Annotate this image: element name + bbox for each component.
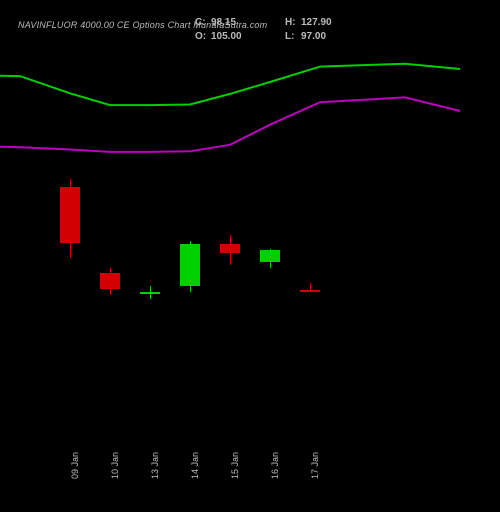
candle-body [180,244,200,285]
candle-body [300,290,320,292]
x-axis-label: 10 Jan [110,452,120,512]
overlay-lines [0,0,500,500]
overlay-line [0,97,460,151]
x-axis-label: 16 Jan [270,452,280,512]
candle-body [100,273,120,289]
plot-area: 09 Jan10 Jan13 Jan14 Jan15 Jan16 Jan17 J… [0,0,500,500]
candle-body [260,250,280,262]
candle-body [140,292,160,294]
x-axis-label: 15 Jan [230,452,240,512]
candle-body [220,244,240,253]
x-axis-label: 17 Jan [310,452,320,512]
x-axis-label: 14 Jan [190,452,200,512]
x-axis-label: 13 Jan [150,452,160,512]
candle-body [60,187,80,244]
x-axis-label: 09 Jan [70,452,80,512]
